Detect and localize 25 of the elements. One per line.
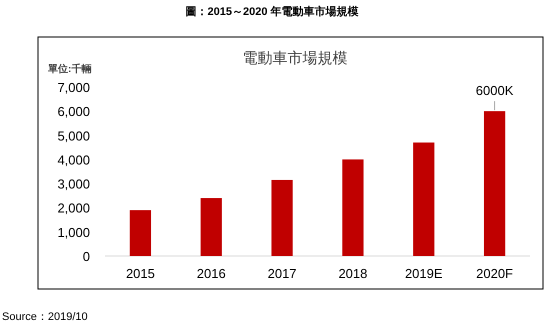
x-tick-label: 2018	[338, 266, 368, 281]
annotation: 6000K	[476, 83, 514, 98]
y-tick-label: 6,000	[57, 104, 90, 120]
bar	[413, 142, 434, 256]
y-tick-label: 5,000	[57, 128, 90, 144]
y-tick-label: 4,000	[57, 152, 90, 168]
chart-subtitle: 圖：2015～2020 年電動車市場規模	[186, 5, 360, 18]
y-tick-label: 3,000	[57, 176, 90, 192]
x-tick-label: 2016	[196, 266, 226, 281]
source-note: Source：2019/10	[2, 311, 88, 323]
x-tick-label: 2019E	[404, 266, 443, 281]
bar	[130, 210, 152, 256]
bar	[484, 111, 506, 256]
bar	[271, 180, 293, 256]
chart-title: 電動車市場規模	[242, 50, 348, 67]
bar	[200, 198, 222, 256]
y-tick-label: 0	[82, 249, 90, 264]
y-tick-label: 2,000	[57, 200, 90, 216]
x-tick-label: 2015	[126, 266, 155, 281]
bar	[342, 159, 364, 256]
x-tick-label: 2017	[268, 266, 297, 281]
x-tick-label: 2020F	[476, 266, 514, 281]
y-axis-title: 單位:千輛	[47, 63, 92, 75]
y-tick-label: 7,000	[57, 80, 90, 95]
y-tick-label: 1,000	[57, 224, 90, 240]
